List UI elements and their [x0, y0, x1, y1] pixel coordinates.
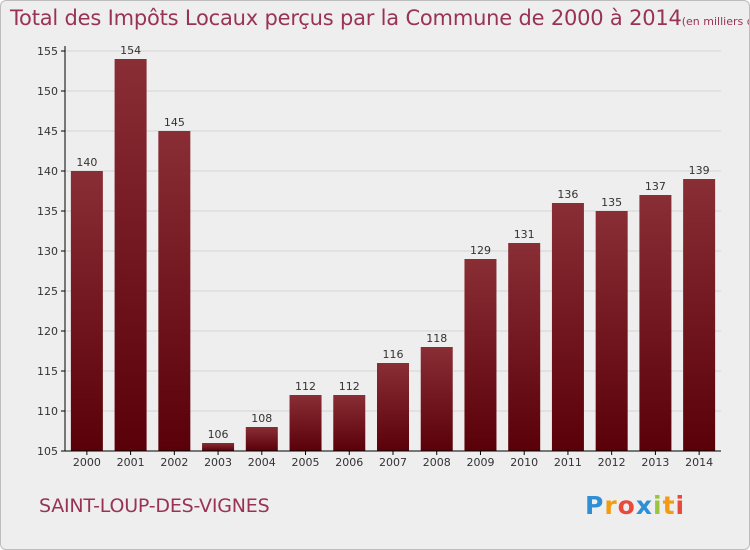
y-tick-label: 155 — [37, 45, 58, 58]
logo-letter: o — [617, 491, 636, 520]
bar-value-label: 112 — [339, 380, 360, 393]
logo-letter: r — [604, 491, 618, 520]
x-tick-label: 2000 — [73, 456, 101, 469]
bar-value-label: 129 — [470, 244, 491, 257]
bar — [333, 395, 366, 451]
bar — [683, 179, 716, 451]
bar-value-label: 136 — [557, 188, 578, 201]
bar — [114, 59, 147, 451]
y-tick-label: 115 — [37, 365, 58, 378]
x-tick-label: 2009 — [466, 456, 494, 469]
bar-value-label: 131 — [514, 228, 535, 241]
logo-letter: i — [675, 491, 686, 520]
bar-value-label: 145 — [164, 116, 185, 129]
bar-value-label: 116 — [383, 348, 404, 361]
bar-value-label: 108 — [251, 412, 272, 425]
x-tick-label: 2010 — [510, 456, 538, 469]
logo-letter: P — [585, 491, 605, 520]
x-tick-label: 2005 — [292, 456, 320, 469]
logo-letter: i — [653, 491, 663, 520]
x-tick-label: 2002 — [160, 456, 188, 469]
bar — [70, 171, 103, 451]
x-tick-label: 2004 — [248, 456, 276, 469]
y-tick-label: 120 — [37, 325, 58, 338]
bar — [551, 203, 584, 451]
bar — [639, 195, 672, 451]
bar-value-label: 118 — [426, 332, 447, 345]
y-tick-label: 110 — [37, 405, 58, 418]
commune-name: SAINT-LOUP-DES-VIGNES — [39, 495, 270, 517]
x-tick-label: 2008 — [423, 456, 451, 469]
bar — [508, 243, 541, 451]
y-tick-label: 105 — [37, 445, 58, 458]
logo-letter: x — [635, 491, 653, 520]
chart-title-text: Total des Impôts Locaux perçus par la Co… — [10, 6, 682, 30]
y-tick-label: 130 — [37, 245, 58, 258]
x-tick-label: 2011 — [554, 456, 582, 469]
bar-value-label: 140 — [76, 156, 97, 169]
x-tick-label: 2001 — [117, 456, 145, 469]
x-tick-label: 2014 — [685, 456, 713, 469]
bar-value-label: 135 — [601, 196, 622, 209]
bar-value-label: 106 — [208, 428, 229, 441]
x-tick-label: 2007 — [379, 456, 407, 469]
bar — [595, 211, 628, 451]
bar-value-label: 139 — [689, 164, 710, 177]
y-tick-label: 135 — [37, 205, 58, 218]
chart-title: Total des Impôts Locaux perçus par la Co… — [10, 6, 749, 30]
bar — [202, 443, 235, 451]
x-tick-label: 2006 — [335, 456, 363, 469]
bar — [377, 363, 409, 451]
x-tick-label: 2003 — [204, 456, 232, 469]
logo-letter: t — [662, 491, 676, 520]
bar — [420, 347, 453, 451]
proxiti-logo: Proxiti — [585, 491, 685, 520]
x-tick-label: 2012 — [598, 456, 626, 469]
bar — [245, 427, 278, 451]
y-tick-label: 150 — [37, 85, 58, 98]
bar — [289, 395, 322, 451]
bar-value-label: 154 — [120, 44, 141, 57]
bar — [158, 131, 191, 451]
y-tick-label: 140 — [37, 165, 58, 178]
chart-unit: (en milliers d'€) — [681, 15, 749, 28]
x-tick-label: 2013 — [641, 456, 669, 469]
y-tick-label: 125 — [37, 285, 58, 298]
bar-value-label: 137 — [645, 180, 666, 193]
y-tick-label: 145 — [37, 125, 58, 138]
bar-value-label: 112 — [295, 380, 316, 393]
bar — [464, 259, 497, 451]
